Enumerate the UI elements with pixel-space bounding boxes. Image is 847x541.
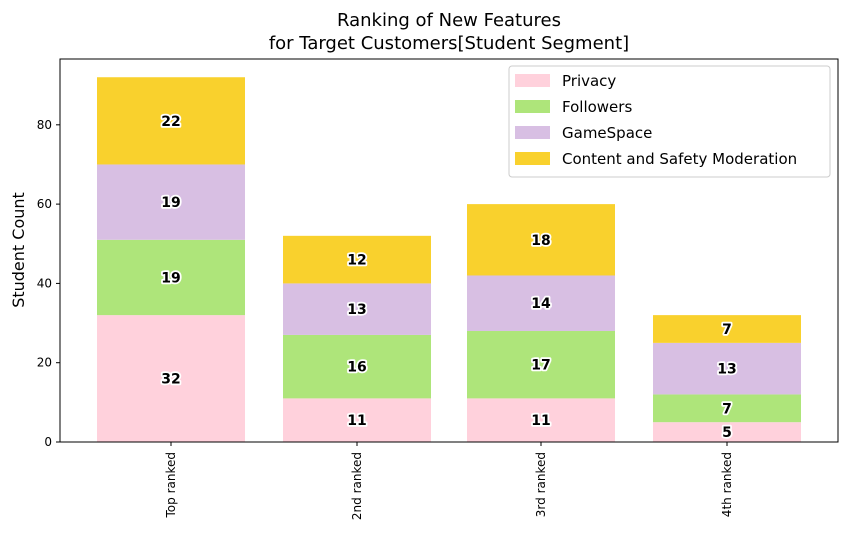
bar-label-privacy-3: 11 [531, 413, 550, 429]
bar-label-gamespace-1: 19 [161, 195, 180, 211]
legend-swatch-privacy [515, 74, 550, 87]
bar-gamespace-4 [653, 342, 801, 395]
bar-content-and-safety-moderation-3 [467, 204, 615, 276]
bar-label-privacy-4: 5 [722, 425, 732, 441]
bar-label-gamespace-3: 14 [531, 296, 551, 312]
bar-label-content-and-safety-moderation-4: 7 [722, 322, 732, 338]
legend-frame [508, 65, 831, 178]
bar-label-privacy-1: 32 [161, 372, 180, 388]
chart-title-line-1: Ranking of New Features [337, 10, 561, 31]
bar-label-content-and-safety-moderation-3: 18 [531, 233, 550, 249]
legend-label-gamespace: GameSpace [562, 124, 652, 142]
bar-followers-2 [283, 334, 431, 399]
bar-privacy-1 [97, 315, 245, 442]
legend-swatch-gamespace [515, 126, 550, 139]
y-tick-label: 20 [37, 356, 52, 370]
x-tick-label: 4th ranked [720, 452, 734, 517]
bar-followers-1 [97, 239, 245, 316]
y-tick-label: 40 [37, 276, 52, 290]
bar-privacy-3 [467, 398, 615, 442]
bar-label-followers-2: 16 [347, 360, 366, 376]
bar-content-and-safety-moderation-4 [653, 315, 801, 343]
bar-privacy-2 [283, 398, 431, 442]
bar-label-gamespace-4: 13 [717, 362, 736, 378]
bar-label-gamespace-2: 13 [347, 302, 366, 318]
y-axis: 0 20 40 60 80 [37, 118, 60, 449]
bar-content-and-safety-moderation-1 [97, 77, 245, 165]
bar-label-privacy-2: 11 [347, 413, 366, 429]
y-tick-label: 60 [37, 197, 52, 211]
bars-group [97, 77, 801, 442]
plot-frame [59, 58, 839, 443]
bar-followers-4 [653, 394, 801, 423]
bar-content-and-safety-moderation-2 [283, 235, 431, 284]
x-tick-label: Top ranked [164, 452, 178, 518]
y-tick-label: 0 [44, 435, 52, 449]
x-tick-label: 2nd ranked [350, 452, 364, 520]
bar-label-content-and-safety-moderation-1: 22 [161, 114, 180, 130]
bar-labels-group: 32 19 19 22 11 16 13 12 11 17 14 18 5 7 13 7 [160, 112, 739, 443]
y-axis-label: Student Count [9, 192, 28, 308]
legend-swatch-content-and-safety-moderation [515, 152, 550, 165]
bar-privacy-4 [653, 422, 801, 442]
legend-label-followers: Followers [562, 98, 632, 116]
bar-label-followers-1: 19 [161, 270, 180, 286]
chart-title-line-2: for Target Customers[Student Segment] [269, 33, 629, 54]
bar-followers-3 [467, 330, 615, 399]
legend-label-privacy: Privacy [562, 72, 616, 90]
bar-label-followers-4: 7 [722, 401, 732, 417]
bar-gamespace-3 [467, 275, 615, 331]
bar-gamespace-1 [97, 164, 245, 240]
x-tick-label: 3rd ranked [534, 452, 548, 517]
legend: Privacy Followers GameSpace Content and Saf… [508, 65, 831, 178]
legend-label-content-and-safety-moderation: Content and Safety Moderation [562, 150, 797, 168]
x-axis: Top ranked 2nd ranked 3rd ranked 4th ranked [164, 442, 734, 520]
y-tick-label: 80 [37, 118, 52, 132]
bar-gamespace-2 [283, 283, 431, 335]
legend-swatch-followers [515, 100, 550, 113]
bar-label-content-and-safety-moderation-2: 12 [347, 253, 366, 269]
bar-label-followers-3: 17 [531, 358, 550, 374]
